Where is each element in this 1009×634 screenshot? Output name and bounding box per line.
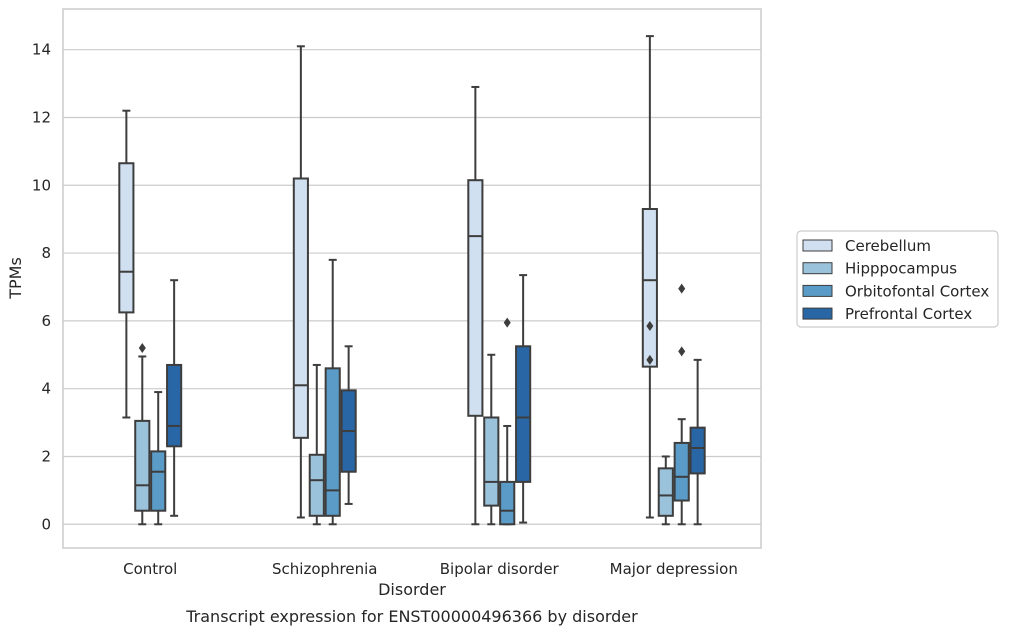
y-axis-label: TPMs: [6, 257, 25, 300]
y-tick-label: 14: [32, 41, 51, 59]
box-series: [118, 35, 706, 526]
box-group: [641, 35, 658, 519]
y-tick-label: 4: [41, 380, 51, 398]
y-tick-label: 8: [41, 244, 51, 262]
box-group: [150, 391, 167, 526]
box: [166, 363, 183, 448]
flier-point: [503, 317, 511, 328]
box: [467, 179, 484, 417]
box-group: [673, 283, 690, 526]
legend-label: Cerebellum: [845, 237, 931, 255]
box-group: [499, 317, 516, 526]
box: [134, 419, 151, 512]
box-group: [483, 353, 500, 526]
box: [308, 453, 325, 517]
box-group: [308, 363, 325, 526]
box: [515, 345, 532, 483]
flier-point: [646, 320, 654, 331]
y-tick-label: 12: [32, 108, 51, 126]
flier-point: [138, 342, 146, 353]
box: [324, 367, 341, 517]
box-group: [134, 342, 151, 526]
flier-point: [678, 283, 686, 294]
legend: Cerebellum Hipppocampus Orbitofontal Corte…: [796, 230, 999, 328]
chart-caption: Transcript expression for ENST0000049636…: [185, 607, 638, 626]
x-axis-label: Disorder: [378, 580, 446, 599]
flier-point: [646, 354, 654, 365]
box-group: [689, 358, 706, 526]
legend-swatch: [802, 284, 833, 297]
x-tick-label: Schizophrenia: [272, 560, 377, 578]
box-group: [324, 258, 341, 526]
legend-label: Prefrontal Cortex: [845, 305, 972, 323]
y-tick-label: 6: [41, 312, 51, 330]
box-group: [292, 45, 309, 519]
legend-label: Hipppocampus: [845, 260, 957, 278]
x-tick-labels: Control Schizophrenia Bipolar disorder Majo…: [123, 560, 738, 578]
box: [150, 450, 167, 512]
box-group: [166, 279, 183, 517]
box: [673, 441, 690, 502]
y-tick-label: 0: [41, 515, 51, 533]
y-tick-labels: 0 2 4 6 8 10 12 14: [32, 41, 51, 534]
plot-frame: [62, 8, 762, 549]
box: [118, 162, 135, 314]
x-tick-label: Bipolar disorder: [440, 560, 560, 578]
legend-frame: [796, 230, 999, 328]
box: [483, 416, 500, 507]
box-group: [515, 274, 532, 524]
legend-swatch: [802, 307, 833, 320]
legend-swatch: [802, 239, 833, 252]
box: [641, 208, 658, 368]
box: [499, 480, 516, 526]
legend-swatch: [802, 262, 833, 275]
box: [657, 467, 674, 517]
x-tick-label: Major depression: [610, 560, 738, 578]
box-group: [118, 109, 135, 419]
y-tick-label: 2: [41, 447, 51, 465]
y-tick-label: 10: [32, 176, 51, 194]
legend-label: Orbitofontal Cortex: [845, 282, 989, 300]
x-tick-label: Control: [123, 560, 177, 578]
box: [292, 177, 309, 439]
flier-point: [678, 346, 686, 357]
box-group: [657, 455, 674, 526]
box-group: [340, 345, 357, 505]
box-group: [467, 85, 484, 526]
box: [689, 426, 706, 475]
